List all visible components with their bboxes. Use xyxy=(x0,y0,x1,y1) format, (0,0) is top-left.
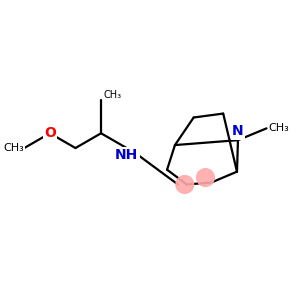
Text: O: O xyxy=(44,126,56,140)
Circle shape xyxy=(176,176,194,193)
Text: CH₃: CH₃ xyxy=(4,143,24,153)
Circle shape xyxy=(196,169,214,186)
Text: CH₃: CH₃ xyxy=(268,123,289,133)
Text: NH: NH xyxy=(115,148,138,162)
Text: CH₃: CH₃ xyxy=(103,90,121,100)
Text: N: N xyxy=(232,124,244,138)
